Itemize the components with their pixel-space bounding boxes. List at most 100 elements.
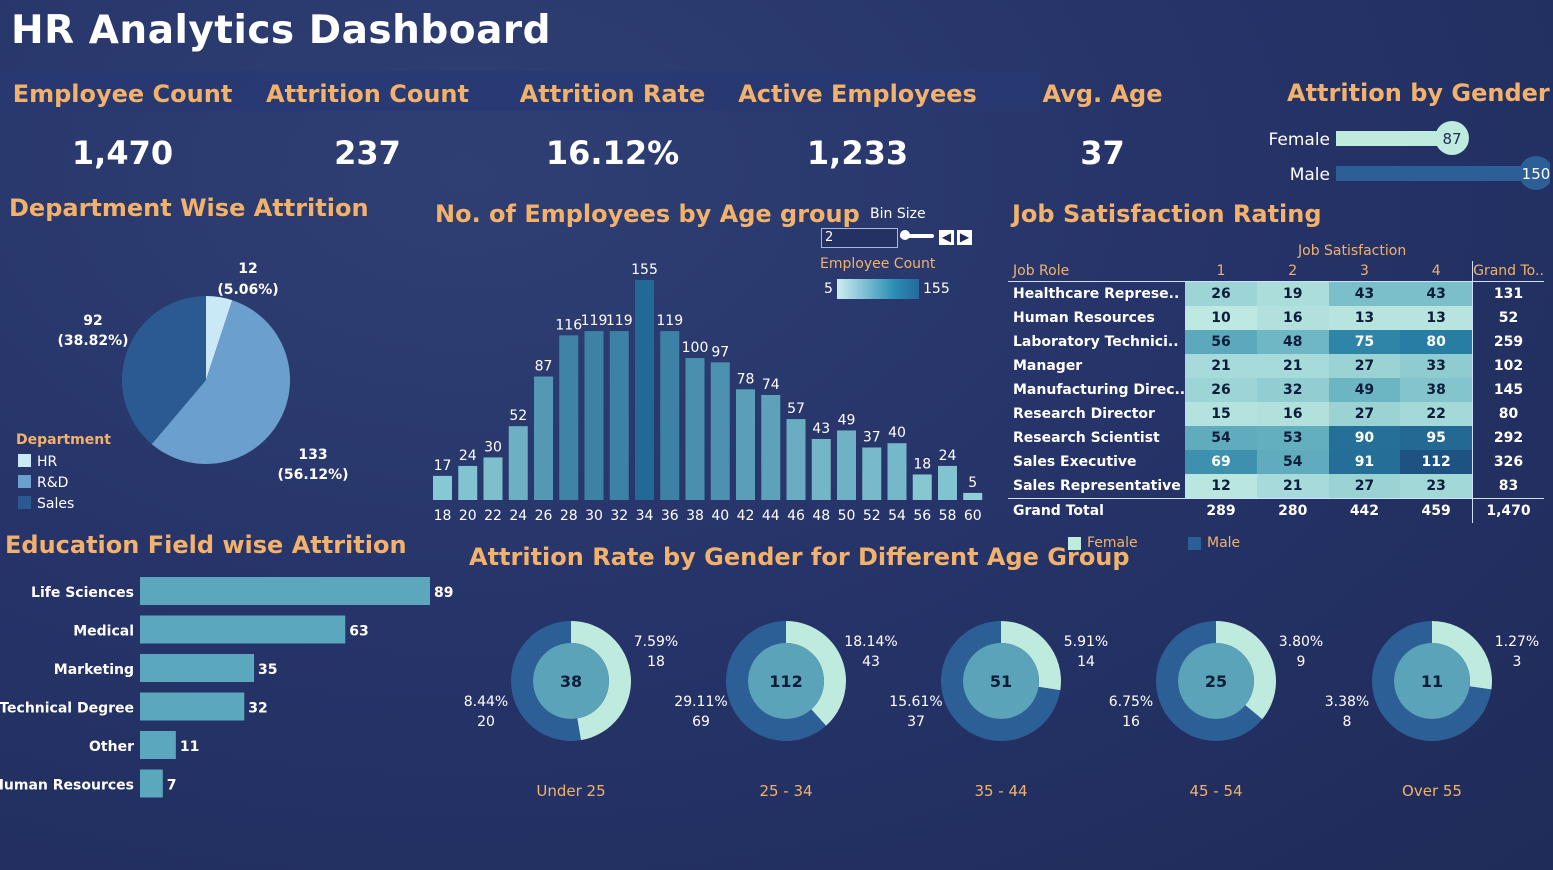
age-bar-value: 37 — [863, 429, 881, 445]
age-bar[interactable] — [635, 280, 654, 500]
age-bar[interactable] — [862, 447, 882, 500]
heatmap-cell[interactable]: 13 — [1400, 306, 1473, 330]
heatmap-cell[interactable]: 75 — [1328, 330, 1401, 354]
bin-size-slider-handle[interactable] — [900, 230, 910, 240]
heatmap-cell[interactable]: 53 — [1256, 426, 1329, 450]
heatmap-cell[interactable]: 49 — [1328, 378, 1401, 402]
heatmap-row-total: 292 — [1472, 426, 1544, 450]
heatmap-cell[interactable]: 48 — [1256, 330, 1329, 354]
age-bar[interactable] — [736, 389, 755, 500]
age-bar[interactable] — [811, 438, 831, 500]
heatmap-cell[interactable]: 56 — [1185, 330, 1257, 354]
heatmap-cell[interactable]: 95 — [1400, 426, 1473, 450]
heatmap-cell[interactable]: 21 — [1256, 354, 1329, 378]
donut-female-segment[interactable] — [1432, 621, 1492, 690]
age-bar[interactable] — [584, 331, 604, 500]
heatmap-cell[interactable]: 27 — [1328, 474, 1401, 499]
donut-male-segment[interactable] — [941, 621, 1061, 741]
heatmap-cell[interactable]: 43 — [1328, 281, 1401, 306]
heatmap-cell[interactable]: 43 — [1400, 281, 1473, 306]
age-bar[interactable] — [710, 362, 730, 500]
age-bar[interactable] — [660, 331, 680, 500]
heatmap-cell[interactable]: 26 — [1185, 281, 1257, 306]
age-tick-label: 46 — [787, 508, 805, 524]
education-bar[interactable] — [140, 615, 346, 644]
education-bar[interactable] — [140, 577, 430, 605]
donut-total: 38 — [560, 672, 582, 691]
age-bar[interactable] — [963, 492, 983, 500]
heatmap-cell[interactable]: 27 — [1328, 402, 1401, 426]
age-bar[interactable] — [912, 474, 932, 500]
heatmap-cell[interactable]: 32 — [1256, 378, 1329, 402]
heatmap-cell[interactable]: 23 — [1400, 474, 1473, 499]
education-category-label: Other — [89, 739, 134, 755]
heatmap-row: Human Resources 10 16 13 13 52 — [1008, 306, 1544, 330]
heatmap-cell[interactable]: 22 — [1400, 402, 1473, 426]
heatmap-column-total: 289 — [1185, 498, 1257, 523]
heatmap-cell[interactable]: 15 — [1185, 402, 1257, 426]
heatmap-cell[interactable]: 80 — [1400, 330, 1473, 354]
age-bar[interactable] — [685, 358, 705, 500]
dept-label-rnd-value: 133 — [298, 447, 327, 463]
heatmap-grand-total-label: Grand Total — [1008, 498, 1186, 523]
age-bar-value: 116 — [555, 317, 582, 333]
age-bar[interactable] — [887, 443, 907, 500]
pie-slice-sales — [122, 296, 206, 445]
heatmap-cell[interactable]: 27 — [1328, 354, 1401, 378]
heatmap-cell[interactable]: 19 — [1256, 281, 1329, 306]
bin-size-input[interactable]: 2 — [821, 228, 898, 248]
donut-center — [533, 643, 609, 719]
donut-female-segment[interactable] — [786, 621, 846, 726]
heatmap-cell[interactable]: 16 — [1256, 402, 1329, 426]
education-bar[interactable] — [140, 692, 245, 721]
age-bar[interactable] — [534, 376, 553, 500]
age-bar[interactable] — [938, 465, 957, 500]
education-bar[interactable] — [140, 654, 255, 682]
heatmap-cell[interactable]: 90 — [1328, 426, 1401, 450]
gender-bar-chart: Female 87 Male 150 — [1269, 121, 1550, 190]
heatmap-cell[interactable]: 54 — [1185, 426, 1257, 450]
donut-female-segment[interactable] — [571, 621, 631, 741]
donut-female-segment[interactable] — [1001, 621, 1061, 691]
donut-male-segment[interactable] — [726, 621, 826, 741]
age-bar[interactable] — [786, 419, 806, 500]
heatmap-column-total: 459 — [1400, 498, 1473, 523]
donut-male-segment[interactable] — [511, 621, 581, 741]
heatmap-cell[interactable]: 91 — [1328, 450, 1401, 474]
heatmap-cell[interactable]: 10 — [1185, 306, 1257, 330]
heatmap-cell[interactable]: 26 — [1185, 378, 1257, 402]
age-bar[interactable] — [837, 430, 856, 500]
education-bar[interactable] — [140, 731, 176, 759]
heatmap-cell[interactable]: 16 — [1256, 306, 1329, 330]
heatmap-cell[interactable]: 112 — [1400, 450, 1473, 474]
age-bar[interactable] — [458, 465, 478, 500]
heatmap-cell[interactable]: 21 — [1185, 354, 1257, 378]
age-bar[interactable] — [508, 426, 528, 500]
heatmap-cell[interactable]: 13 — [1328, 306, 1401, 330]
age-tick-label: 36 — [661, 508, 679, 524]
heatmap-role-label: Healthcare Represe.. — [1013, 286, 1180, 302]
age-bar[interactable] — [609, 331, 629, 500]
heatmap-cell[interactable]: 69 — [1185, 450, 1257, 474]
age-bar-value: 57 — [787, 401, 805, 417]
age-bar-value: 119 — [581, 313, 608, 329]
education-bar[interactable] — [140, 769, 163, 798]
heatmap-cell[interactable]: 54 — [1256, 450, 1329, 474]
bin-size-increment-button[interactable]: ▶ — [957, 230, 972, 245]
bin-size-slider[interactable] — [900, 234, 934, 238]
heatmap-cell[interactable]: 38 — [1400, 378, 1473, 402]
age-bar[interactable] — [559, 335, 579, 500]
donut-male-segment[interactable] — [1156, 621, 1263, 741]
age-bar[interactable] — [761, 394, 781, 500]
heatmap-cell[interactable]: 21 — [1256, 474, 1329, 499]
bin-size-decrement-button[interactable]: ◀ — [939, 230, 954, 245]
pie-slice-hr — [206, 296, 233, 380]
donut-male-segment[interactable] — [1372, 621, 1492, 741]
donut-male-pct: 29.11% — [674, 694, 727, 710]
age-bar[interactable] — [483, 457, 503, 500]
heatmap-cell[interactable]: 33 — [1400, 354, 1473, 378]
donut-female-segment[interactable] — [1216, 621, 1276, 720]
heatmap-cell[interactable]: 12 — [1185, 474, 1257, 499]
age-bar[interactable] — [433, 475, 452, 500]
